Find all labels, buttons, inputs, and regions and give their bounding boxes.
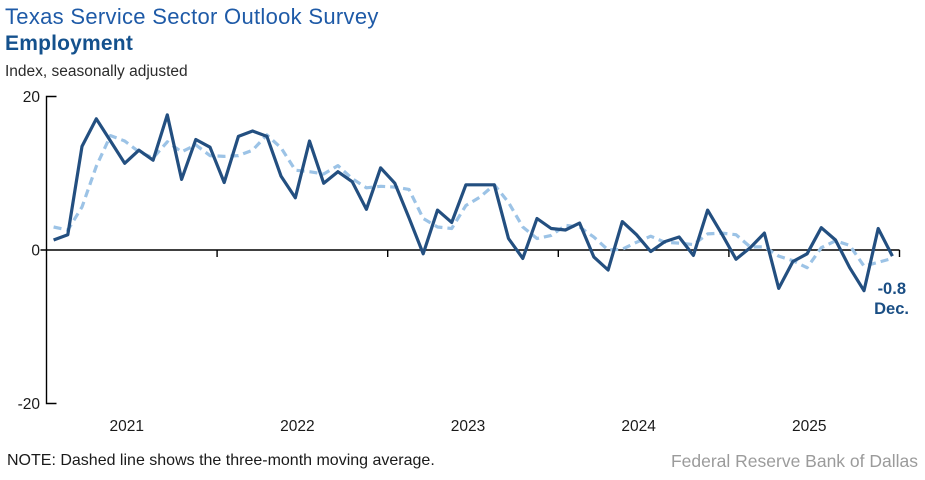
source-credit: Federal Reserve Bank of Dallas	[670, 451, 918, 471]
y-tick-label: 20	[23, 89, 41, 106]
chart-subtitle: Employment	[5, 32, 134, 55]
footnote: NOTE: Dashed line shows the three-month …	[7, 452, 435, 469]
y-tick-label: 0	[31, 243, 40, 260]
employment-index-line	[53, 113, 894, 293]
x-tick-label: 2022	[280, 418, 314, 435]
y-tick-label: -20	[18, 396, 41, 413]
x-tick-label: 2025	[792, 418, 826, 435]
chart-title: Texas Service Sector Outlook Survey	[5, 4, 379, 29]
last-value-label: -0.8	[878, 280, 906, 298]
moving-average-line	[53, 133, 893, 270]
last-month-label: Dec.	[874, 300, 909, 318]
axis-unit-label: Index, seasonally adjusted	[5, 63, 188, 80]
x-tick-label: 2024	[621, 418, 656, 435]
x-tick-label: 2021	[110, 418, 144, 435]
x-tick-label: 2023	[451, 418, 485, 435]
